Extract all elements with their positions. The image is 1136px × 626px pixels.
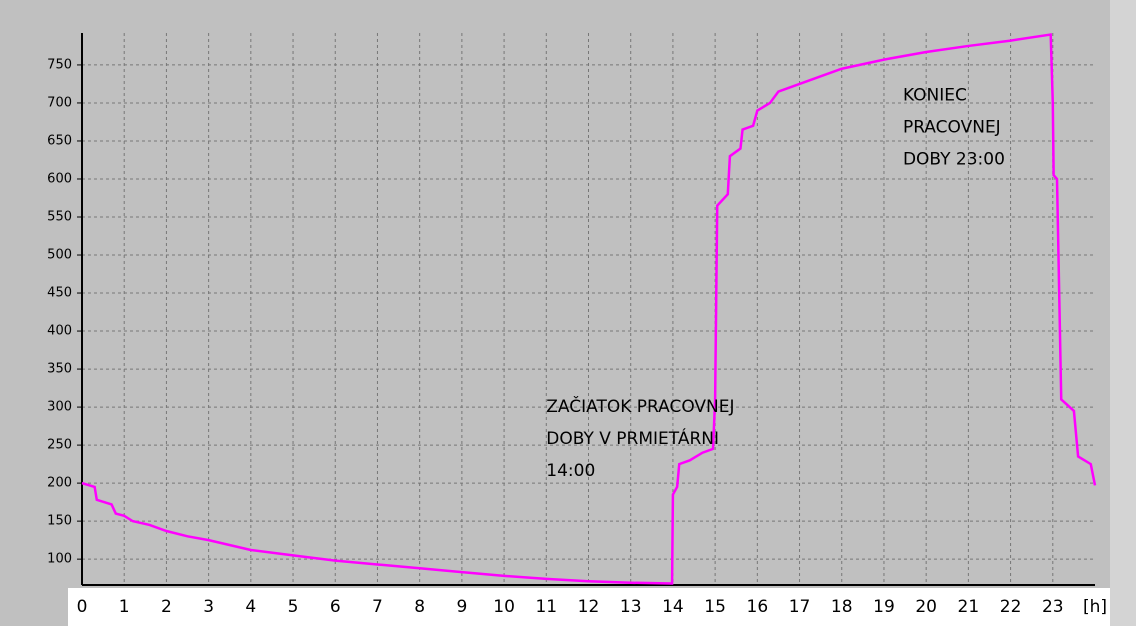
side-panel bbox=[1110, 0, 1136, 626]
y-tick-label: 500 bbox=[47, 248, 72, 263]
x-tick-label: 3 bbox=[203, 597, 214, 617]
x-tick-label: 11 bbox=[535, 597, 557, 617]
x-tick-label: 6 bbox=[330, 597, 341, 617]
x-tick-label: 20 bbox=[915, 597, 937, 617]
x-tick-label: 7 bbox=[372, 597, 383, 617]
x-tick-label: 12 bbox=[578, 597, 600, 617]
y-tick-label: 350 bbox=[47, 362, 72, 377]
y-tick-label: 700 bbox=[47, 95, 72, 110]
y-tick-label: 650 bbox=[47, 133, 72, 148]
x-tick-label: 2 bbox=[161, 597, 172, 617]
x-tick-label: [h] bbox=[1083, 597, 1107, 617]
x-tick-label: 9 bbox=[456, 597, 467, 617]
x-axis-strip bbox=[68, 588, 1110, 626]
x-tick-label: 10 bbox=[493, 597, 515, 617]
annotation: ZAČIATOK PRACOVNEJ bbox=[546, 395, 734, 417]
x-tick-label: 14 bbox=[662, 597, 684, 617]
y-tick-label: 750 bbox=[47, 57, 72, 72]
line-series bbox=[81, 33, 1097, 585]
y-tick-label: 100 bbox=[47, 552, 72, 567]
y-tick-label: 550 bbox=[47, 210, 72, 225]
x-tick-label: 23 bbox=[1042, 597, 1064, 617]
plot: 1001502002503003504004505005506006507007… bbox=[47, 33, 1107, 617]
annotation: KONIEC bbox=[903, 85, 967, 105]
x-tick-label: 17 bbox=[789, 597, 811, 617]
x-tick-label: 18 bbox=[831, 597, 853, 617]
annotation: DOBY V PRMIETÁRNI bbox=[546, 427, 719, 449]
x-tick-label: 5 bbox=[288, 597, 299, 617]
x-tick-label: 1 bbox=[119, 597, 130, 617]
x-tick-label: 13 bbox=[620, 597, 642, 617]
annotation: PRACOVNEJ bbox=[903, 117, 1001, 137]
annotation: DOBY 23:00 bbox=[903, 149, 1005, 169]
x-tick-label: 4 bbox=[245, 597, 256, 617]
y-tick-label: 150 bbox=[47, 514, 72, 529]
y-tick-label: 600 bbox=[47, 171, 72, 186]
x-tick-label: 16 bbox=[747, 597, 769, 617]
y-tick-label: 400 bbox=[47, 324, 72, 339]
x-tick-label: 21 bbox=[958, 597, 980, 617]
annotation: 14:00 bbox=[546, 461, 595, 481]
x-tick-label: 22 bbox=[1000, 597, 1022, 617]
x-tick-label: 15 bbox=[704, 597, 726, 617]
x-tick-label: 19 bbox=[873, 597, 895, 617]
x-tick-label: 8 bbox=[414, 597, 425, 617]
x-tick-label: 0 bbox=[77, 597, 88, 617]
y-tick-label: 450 bbox=[47, 286, 72, 301]
y-tick-label: 300 bbox=[47, 400, 72, 415]
y-tick-label: 250 bbox=[47, 438, 72, 453]
y-tick-label: 200 bbox=[47, 476, 72, 491]
